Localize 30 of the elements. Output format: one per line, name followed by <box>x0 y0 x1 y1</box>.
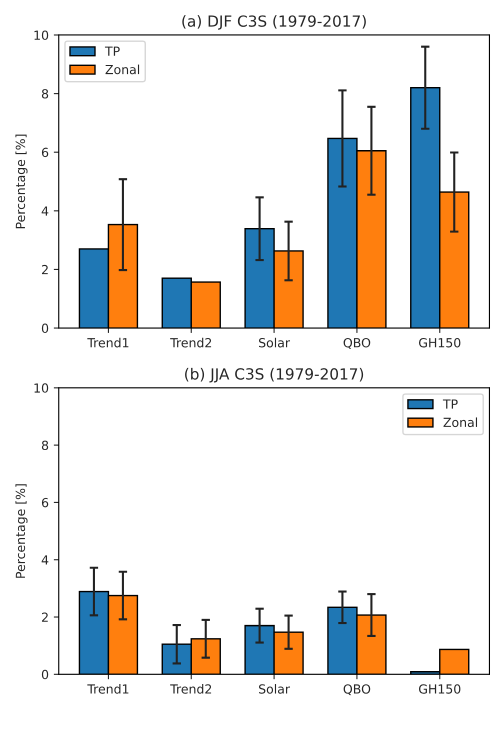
x-tick-label: QBO <box>344 338 370 349</box>
chart-title: (b) JJA C3S (1979-2017) <box>185 368 364 383</box>
y-tick-label: 2 <box>42 612 48 622</box>
y-tick-label: 2 <box>42 264 48 274</box>
y-tick-label: 8 <box>42 89 48 99</box>
x-tick-label: Trend1 <box>87 338 128 348</box>
y-axis-title: Percentage [%] <box>15 484 28 578</box>
x-tick-label: QBO <box>344 684 370 696</box>
y-tick-label: 0 <box>42 670 48 680</box>
y-tick-label: 8 <box>42 440 48 450</box>
x-tick-label: GH150 <box>418 684 460 694</box>
y-tick-label: 0 <box>42 324 48 333</box>
y-tick-label: 10 <box>34 383 48 393</box>
chart-title: (a) DJF C3S (1979-2017) <box>182 15 366 30</box>
legend-label: TP <box>104 46 120 56</box>
y-axis-title: Percentage [%] <box>15 134 28 228</box>
x-tick-label: Trend1 <box>87 684 128 694</box>
x-tick-label: Solar <box>258 684 290 694</box>
legend-label: Zonal <box>443 417 478 428</box>
x-tick-label: Trend2 <box>170 338 212 348</box>
x-tick-label: GH150 <box>418 338 460 348</box>
x-tick-label: Trend2 <box>170 684 212 694</box>
y-tick-label: 6 <box>42 148 48 158</box>
legend-label: Zonal <box>106 64 140 74</box>
x-tick-label: Solar <box>258 338 290 348</box>
y-tick-label: 4 <box>42 555 48 564</box>
legend-label: TP <box>442 399 458 409</box>
y-tick-label: 4 <box>42 206 48 216</box>
y-tick-label: 10 <box>34 30 48 40</box>
y-tick-label: 6 <box>42 498 48 508</box>
